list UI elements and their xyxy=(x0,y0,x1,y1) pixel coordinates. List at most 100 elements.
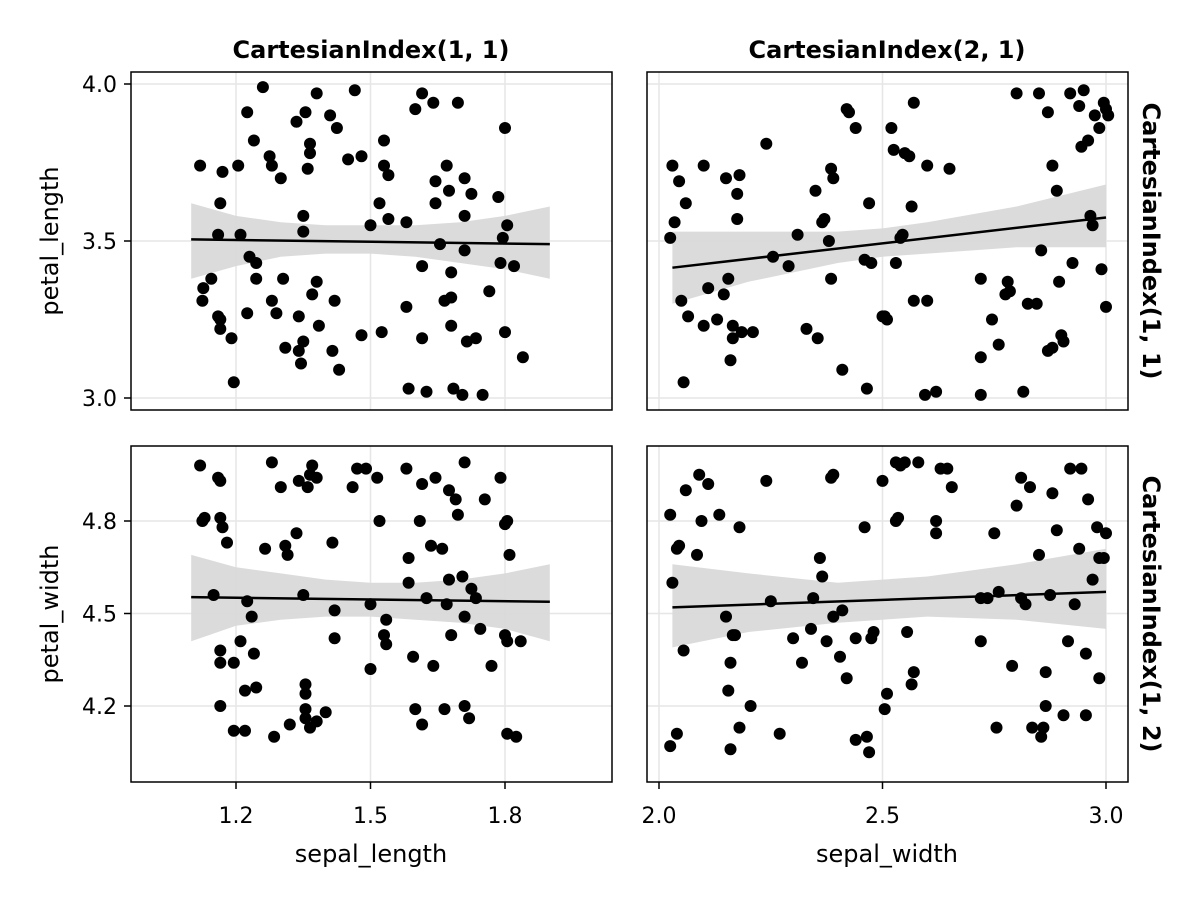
scatter-point xyxy=(279,539,292,552)
scatter-point xyxy=(876,474,889,487)
scatter-point xyxy=(720,172,732,185)
scatter-point xyxy=(733,721,746,734)
scatter-point xyxy=(382,169,395,182)
scatter-point xyxy=(290,115,303,128)
scatter-point xyxy=(1057,335,1070,348)
scatter-point xyxy=(1079,647,1092,660)
scatter-point xyxy=(825,162,838,175)
scatter-point xyxy=(827,468,840,481)
scatter-point xyxy=(1066,257,1079,269)
scatter-point xyxy=(773,727,786,740)
scatter-point xyxy=(843,106,855,119)
scatter-point xyxy=(702,282,715,295)
scatter-point xyxy=(194,159,207,172)
scatter-point xyxy=(691,548,703,561)
scatter-point xyxy=(265,159,278,172)
scatter-point xyxy=(234,228,247,241)
scatter-point xyxy=(1053,275,1066,288)
scatter-point xyxy=(443,573,455,586)
plot-area xyxy=(664,84,1115,401)
scatter-point xyxy=(697,159,710,172)
scatter-point xyxy=(292,474,305,487)
scatter-point xyxy=(1024,481,1036,494)
scatter-point xyxy=(420,385,433,398)
scatter-point xyxy=(496,231,509,244)
scatter-point xyxy=(720,610,732,623)
scatter-point xyxy=(849,733,862,746)
scatter-point xyxy=(259,542,272,555)
scatter-point xyxy=(247,134,260,147)
scatter-point xyxy=(1010,499,1023,512)
scatter-point xyxy=(677,644,690,657)
y-tick-label: 4.8 xyxy=(82,510,117,535)
scatter-point xyxy=(849,122,862,134)
scatter-point xyxy=(1033,548,1045,561)
scatter-point xyxy=(416,718,429,731)
scatter-point xyxy=(1102,109,1115,122)
scatter-point xyxy=(834,650,846,663)
scatter-point xyxy=(889,257,902,269)
scatter-point xyxy=(292,344,305,357)
scatter-point xyxy=(825,272,838,285)
x-axis-label-1: sepal_length xyxy=(295,840,447,868)
panels-group xyxy=(130,71,1129,783)
scatter-point xyxy=(697,319,710,332)
scatter-point xyxy=(378,629,390,642)
scatter-point xyxy=(865,257,878,269)
scatter-point xyxy=(469,332,482,345)
scatter-point xyxy=(820,635,833,648)
scatter-point xyxy=(445,266,458,279)
scatter-point xyxy=(250,681,263,694)
scatter-point xyxy=(930,527,943,540)
scatter-point xyxy=(310,87,323,100)
scatter-point xyxy=(443,184,455,197)
scatter-point xyxy=(670,727,683,740)
x-axis-label-2: sepal_width xyxy=(816,840,958,868)
scatter-point xyxy=(735,326,748,339)
scatter-point xyxy=(930,385,943,398)
scatter-point xyxy=(1035,244,1048,257)
scatter-point xyxy=(1039,666,1052,679)
scatter-point xyxy=(445,629,458,642)
scatter-point xyxy=(724,743,737,756)
scatter-point xyxy=(465,187,478,200)
scatter-point xyxy=(702,478,715,490)
scatter-point xyxy=(382,213,395,225)
scatter-point xyxy=(458,172,471,185)
panel-frame xyxy=(646,71,1129,411)
confidence-band xyxy=(672,184,1106,304)
x-tick-label: 3.0 xyxy=(1089,804,1124,829)
scatter-point xyxy=(760,474,773,487)
scatter-point xyxy=(827,610,840,623)
scatter-point xyxy=(912,456,925,469)
scatter-point xyxy=(731,213,744,225)
scatter-point xyxy=(1030,297,1043,310)
scatter-point xyxy=(1010,87,1023,100)
scatter-point xyxy=(355,329,368,342)
scatter-point xyxy=(1086,219,1099,232)
scatter-point xyxy=(438,703,451,716)
scatter-point xyxy=(782,260,795,273)
scatter-point xyxy=(840,672,853,685)
scatter-point xyxy=(295,357,307,370)
scatter-point xyxy=(499,326,511,339)
x-tick-label: 1.8 xyxy=(488,804,523,829)
confidence-band xyxy=(672,548,1106,648)
scatter-point xyxy=(197,282,210,295)
scatter-point xyxy=(722,272,735,285)
scatter-point xyxy=(212,228,225,241)
scatter-point xyxy=(416,478,429,490)
scatter-point xyxy=(326,536,339,549)
scatter-point xyxy=(813,552,826,564)
scatter-point xyxy=(328,632,341,645)
scatter-point xyxy=(679,197,692,210)
scatter-point xyxy=(283,718,296,731)
scatter-point xyxy=(1082,493,1095,506)
scatter-point xyxy=(1019,598,1032,611)
scatter-point xyxy=(1093,122,1106,134)
scatter-point xyxy=(425,539,437,552)
scatter-point xyxy=(885,122,898,134)
scatter-point xyxy=(427,96,440,109)
scatter-point xyxy=(492,191,505,203)
